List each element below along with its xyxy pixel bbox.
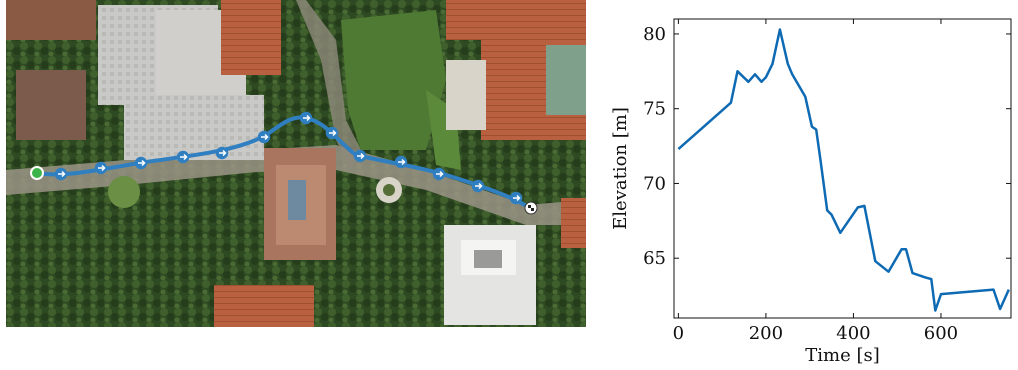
x-axis-label: Time [s] <box>805 345 880 366</box>
elevation-chart: 0 200 400 600 65 70 75 80 Time [s] Elevation [m… <box>596 0 1018 366</box>
x-tick-label: 0 <box>673 323 684 344</box>
x-tick-label: 600 <box>924 323 958 344</box>
route-direction-arrows <box>54 111 523 205</box>
y-tick-label: 75 <box>643 99 666 120</box>
elevation-chart-svg: 0 200 400 600 65 70 75 80 Time [s] Elevation [m… <box>610 18 1012 366</box>
y-tick-label: 70 <box>643 173 666 194</box>
x-tick-label: 400 <box>836 323 870 344</box>
y-axis-label: Elevation [m] <box>610 107 631 230</box>
aerial-map-image <box>6 0 586 327</box>
aerial-map <box>6 0 586 327</box>
start-marker-icon <box>30 166 44 180</box>
x-tick-label: 200 <box>749 323 783 344</box>
y-tick-label: 80 <box>643 24 666 45</box>
plot-frame <box>673 18 1012 319</box>
checkered-flag-icon <box>524 201 538 215</box>
elevation-series-line <box>677 28 1010 312</box>
y-tick-label: 65 <box>643 248 666 269</box>
